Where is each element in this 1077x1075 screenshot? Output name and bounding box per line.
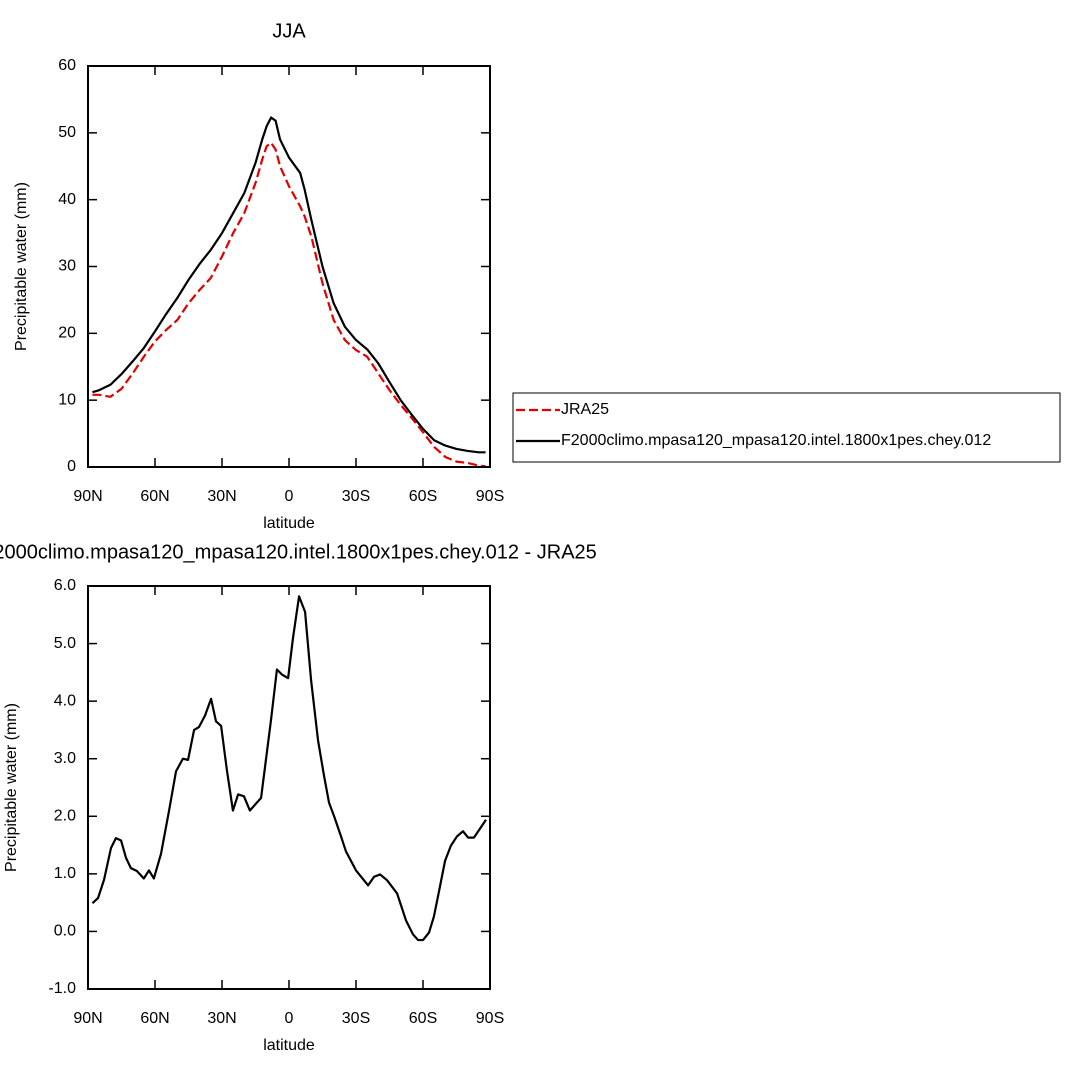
y-tick-label: 60 — [58, 57, 76, 74]
y-axis-label: Precipitable water (mm) — [13, 182, 30, 351]
x-axis-label: latitude — [263, 1037, 315, 1054]
x-tick-label: 90S — [476, 488, 504, 505]
y-tick-label: 6.0 — [54, 577, 76, 594]
x-tick-label: 0 — [285, 488, 294, 505]
y-tick-label: 1.0 — [54, 865, 76, 882]
y-tick-label: 2.0 — [54, 808, 76, 825]
x-tick-label: 90S — [476, 1010, 504, 1027]
x-tick-label: 90N — [73, 1010, 102, 1027]
plot-frame — [87, 585, 491, 990]
x-tick-label: 30N — [207, 488, 236, 505]
y-tick-label: 0 — [67, 458, 76, 475]
y-tick-label: 30 — [58, 258, 76, 275]
chart-title: JJA — [272, 20, 306, 42]
x-tick-label: 60S — [409, 488, 437, 505]
y-tick-label: 0.0 — [54, 923, 76, 940]
data-line — [91, 595, 487, 942]
legend-label: JRA25 — [561, 401, 609, 418]
x-tick-label: 30S — [342, 1010, 370, 1027]
chart-title: F2000climo.mpasa120_mpasa120.intel.1800x… — [0, 541, 597, 563]
x-tick-label: 90N — [73, 488, 102, 505]
y-tick-label: 4.0 — [54, 692, 76, 709]
x-tick-label: 30N — [207, 1010, 236, 1027]
y-tick-label: 40 — [58, 191, 76, 208]
x-tick-label: 0 — [285, 1010, 294, 1027]
y-tick-label: -1.0 — [48, 980, 76, 997]
x-tick-label: 30S — [342, 488, 370, 505]
x-tick-label: 60S — [409, 1010, 437, 1027]
x-axis-label: latitude — [263, 515, 315, 532]
y-tick-label: 50 — [58, 124, 76, 141]
data-line — [92, 116, 486, 454]
y-tick-label: 10 — [58, 391, 76, 408]
y-tick-label: 3.0 — [54, 750, 76, 767]
y-tick-label: 20 — [58, 325, 76, 342]
legend-label: F2000climo.mpasa120_mpasa120.intel.1800x… — [561, 432, 991, 449]
data-line — [92, 141, 486, 468]
plot-frame — [87, 65, 491, 468]
x-tick-label: 60N — [140, 488, 169, 505]
y-tick-label: 5.0 — [54, 635, 76, 652]
y-axis-label: Precipitable water (mm) — [3, 703, 20, 872]
x-tick-label: 60N — [140, 1010, 169, 1027]
legend-box — [512, 392, 1061, 463]
